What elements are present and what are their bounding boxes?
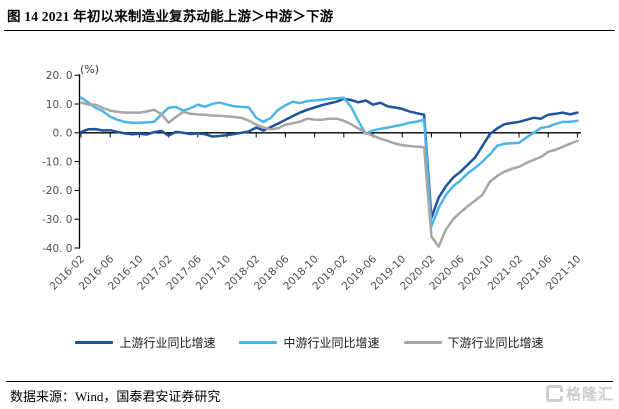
legend-label: 中游行业同比增速 xyxy=(283,336,380,350)
y-axis-unit-label: (%) xyxy=(80,63,99,76)
legend-item: 下游行业同比增速 xyxy=(403,334,544,351)
legend-line-swatch xyxy=(403,341,442,344)
y-axis-tick-label: -30. 0 xyxy=(42,214,73,226)
series-line xyxy=(79,96,579,228)
line-chart: (%) 20. 0 10. 0 0. 0 -10. 0 -20. 0 -30. 0 -40. … xyxy=(42,63,584,293)
figure-title: 图 14 2021 年初以来制造业复苏动能上游＞中游＞下游 xyxy=(7,9,334,24)
footer-rule xyxy=(6,381,613,382)
gelonghui-logo-icon xyxy=(545,385,563,402)
series-line xyxy=(79,97,579,220)
y-axis-tick-label: 10. 0 xyxy=(46,99,73,111)
data-source-text: 数据来源：Wind，国泰君安证券研究 xyxy=(10,389,221,404)
legend-line-swatch xyxy=(239,341,278,344)
chart-legend: 上游行业同比增速 中游行业同比增速 下游行业同比增速 xyxy=(0,334,619,351)
header-rule xyxy=(4,30,615,31)
watermark-text: 格隆汇 xyxy=(565,386,614,403)
y-axis-tick-label: -20. 0 xyxy=(42,185,73,197)
y-axis-tick-label: 20. 0 xyxy=(46,70,73,82)
legend-item: 中游行业同比增速 xyxy=(239,334,380,351)
y-axis-tick-label: -40. 0 xyxy=(42,243,73,255)
legend-label: 下游行业同比增速 xyxy=(447,336,544,350)
legend-line-swatch xyxy=(75,341,114,344)
legend-label: 上游行业同比增速 xyxy=(119,336,216,350)
legend-item: 上游行业同比增速 xyxy=(75,334,215,351)
y-axis-tick-label: -10. 0 xyxy=(42,156,73,168)
series-line xyxy=(79,101,579,248)
watermark-logo: 格隆汇 xyxy=(545,383,614,404)
y-axis-tick-label: 0. 0 xyxy=(52,128,72,140)
